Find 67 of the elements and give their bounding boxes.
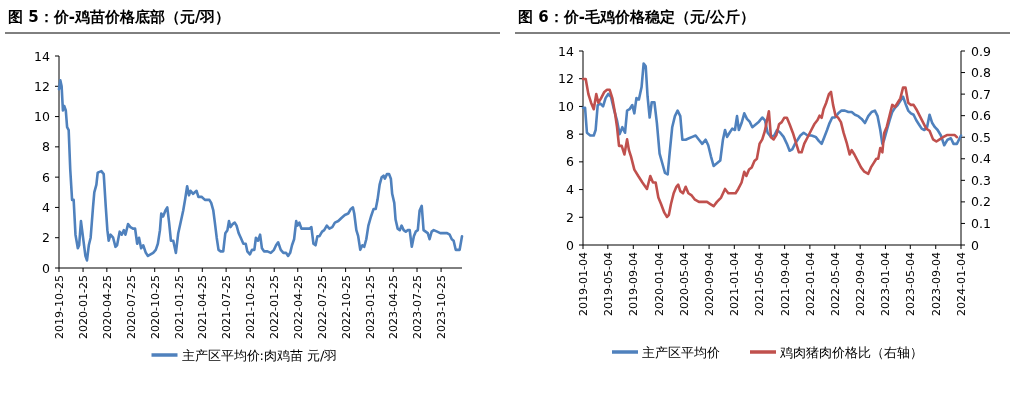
chart-title: 图 6：价-毛鸡价格稳定（元/公斤）: [518, 8, 756, 26]
y-tick-label: 4: [42, 199, 51, 215]
legend-label: 鸡肉猪肉价格比（右轴）: [779, 345, 923, 360]
y-tick-label: 14: [558, 43, 575, 59]
x-tick-label: 2023-05-04: [904, 252, 918, 316]
x-tick-label: 2024-01-04: [955, 252, 968, 316]
line-series: [57, 78, 464, 262]
x-tick-label: 2020-10-25: [148, 275, 162, 339]
x-tick-label: 2021-05-04: [753, 252, 767, 316]
x-tick-label: 2020-05-04: [677, 252, 691, 316]
x-tick-label: 2022-05-04: [828, 252, 842, 316]
legend-label: 主产区平均价:肉鸡苗 元/羽: [181, 348, 338, 363]
x-tick-label: 2020-07-25: [124, 275, 138, 339]
x-tick-label: 2022-09-04: [854, 252, 868, 316]
x-tick-label: 2021-01-04: [728, 252, 742, 316]
x-tick-label: 2020-04-25: [100, 275, 114, 339]
y-tick-label: 0: [42, 260, 51, 276]
y-tick-label: 6: [42, 169, 51, 185]
chart-title: 图 5：价-鸡苗价格底部（元/羽）: [8, 8, 231, 26]
x-tick-label: 2022-01-25: [268, 275, 282, 339]
y-tick-label: 12: [558, 71, 574, 87]
x-tick-label: 2021-01-25: [172, 275, 186, 339]
legend-label: 主产区平均价: [642, 345, 720, 360]
y-tick-label: 8: [566, 126, 575, 142]
y2-tick-label: 0.7: [971, 86, 991, 102]
x-tick-label: 2022-07-25: [315, 275, 329, 339]
x-tick-label: 2021-07-25: [220, 275, 234, 339]
y-tick-label: 10: [558, 98, 575, 114]
line-series: [581, 62, 963, 176]
y-tick-label: 4: [566, 182, 575, 198]
x-tick-label: 2020-09-04: [703, 252, 717, 316]
y-tick-label: 2: [566, 209, 574, 225]
y2-tick-label: 0.2: [971, 194, 991, 210]
x-tick-label: 2023-04-25: [387, 275, 401, 339]
x-tick-label: 2022-04-25: [291, 275, 305, 339]
y2-tick-label: 0.1: [971, 215, 991, 231]
y-tick-label: 8: [42, 139, 51, 155]
x-tick-label: 2023-10-25: [435, 275, 449, 339]
x-tick-label: 2019-05-04: [601, 252, 615, 316]
y-tick-label: 12: [34, 78, 50, 94]
y2-tick-label: 0.5: [971, 129, 991, 145]
y2-tick-label: 0.6: [971, 108, 991, 124]
x-tick-label: 2019-09-04: [627, 252, 641, 316]
x-tick-label: 2021-10-25: [244, 275, 258, 339]
y-tick-label: 0: [566, 237, 575, 253]
x-tick-label: 2022-10-25: [339, 275, 353, 339]
x-tick-label: 2021-09-04: [778, 252, 792, 316]
x-tick-label: 2019-10-25: [53, 275, 66, 339]
y-tick-label: 10: [34, 109, 51, 125]
y-tick-label: 2: [42, 230, 50, 246]
y2-tick-label: 0.8: [971, 65, 991, 81]
y2-tick-label: 0.3: [971, 172, 991, 188]
y-tick-label: 14: [34, 48, 51, 64]
x-tick-label: 2023-07-25: [411, 275, 425, 339]
x-tick-label: 2023-09-04: [929, 252, 943, 316]
y2-tick-label: 0.9: [971, 43, 991, 59]
y2-tick-label: 0.4: [971, 151, 991, 167]
x-tick-label: 2019-01-04: [577, 252, 590, 316]
x-tick-label: 2023-01-04: [879, 252, 893, 316]
y2-tick-label: 0: [971, 237, 979, 253]
line-series: [581, 77, 959, 219]
x-tick-label: 2021-04-25: [196, 275, 210, 339]
x-tick-label: 2020-01-25: [77, 275, 91, 339]
y-tick-label: 6: [566, 154, 575, 170]
x-tick-label: 2023-01-25: [363, 275, 377, 339]
x-tick-label: 2020-01-04: [652, 252, 666, 316]
x-tick-label: 2022-01-04: [803, 252, 817, 316]
